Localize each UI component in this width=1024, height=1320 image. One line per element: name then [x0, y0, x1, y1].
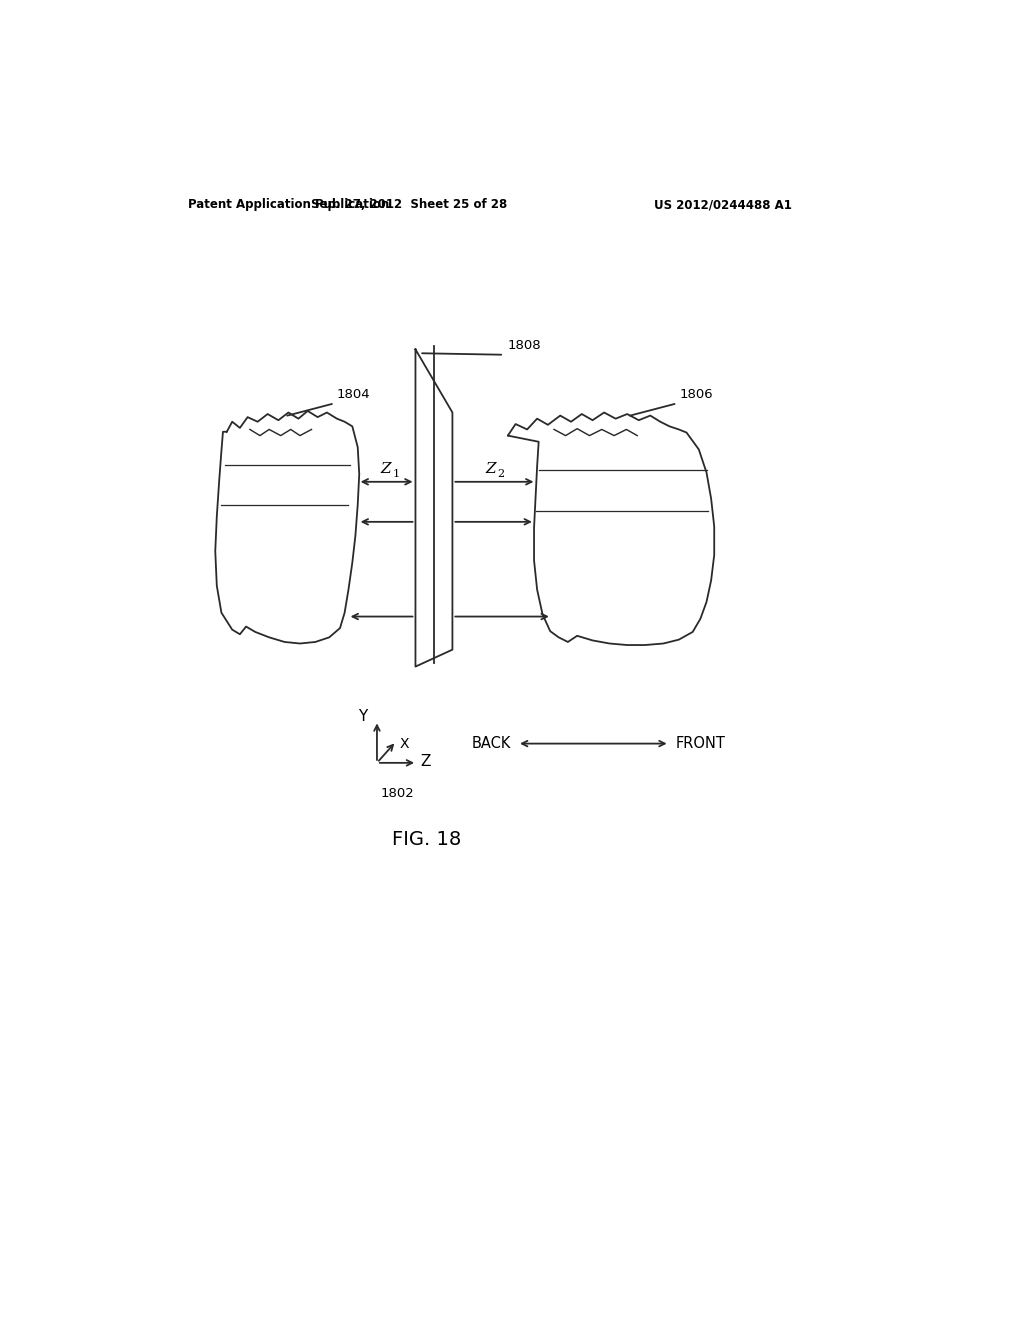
- Text: BACK: BACK: [472, 737, 511, 751]
- Text: 1802: 1802: [381, 788, 415, 800]
- Text: US 2012/0244488 A1: US 2012/0244488 A1: [654, 198, 792, 211]
- Text: FIG. 18: FIG. 18: [392, 830, 462, 849]
- Text: Patent Application Publication: Patent Application Publication: [188, 198, 389, 211]
- Text: Sep. 27, 2012  Sheet 25 of 28: Sep. 27, 2012 Sheet 25 of 28: [311, 198, 508, 211]
- Text: 1804: 1804: [337, 388, 371, 401]
- Text: 1: 1: [392, 469, 399, 479]
- Text: 1808: 1808: [508, 339, 542, 352]
- Text: Z: Z: [421, 754, 431, 768]
- Text: 1806: 1806: [680, 388, 713, 401]
- Text: X: X: [400, 737, 410, 751]
- Text: 2: 2: [497, 469, 504, 479]
- Text: Y: Y: [358, 709, 368, 725]
- Text: Z: Z: [485, 462, 497, 475]
- Text: FRONT: FRONT: [676, 737, 726, 751]
- Text: Z: Z: [381, 462, 391, 475]
